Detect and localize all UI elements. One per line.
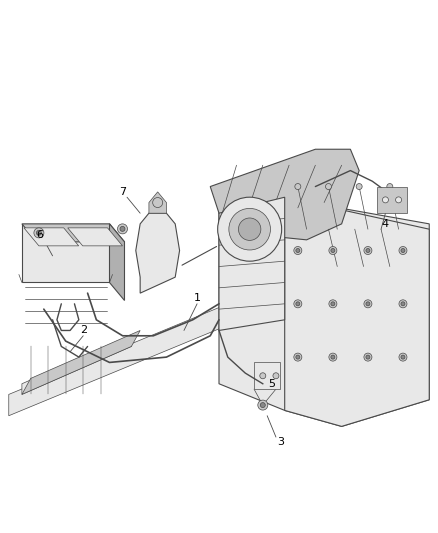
Circle shape [294,300,302,308]
Polygon shape [22,336,131,394]
Circle shape [399,246,407,255]
Polygon shape [68,228,123,246]
Circle shape [329,353,337,361]
Circle shape [382,197,389,203]
Text: 2: 2 [80,326,87,335]
Circle shape [260,402,265,408]
Polygon shape [210,149,359,240]
Circle shape [153,198,162,207]
Circle shape [117,224,127,234]
Text: 1: 1 [194,294,201,303]
Circle shape [364,353,372,361]
Text: 6: 6 [36,230,43,239]
Polygon shape [254,362,280,389]
Circle shape [331,248,335,253]
Circle shape [366,355,370,359]
Polygon shape [219,197,285,330]
Text: 3: 3 [277,438,284,447]
Circle shape [399,353,407,361]
Circle shape [356,183,362,190]
Circle shape [238,218,261,240]
Circle shape [34,228,44,238]
Text: 7: 7 [119,187,126,197]
Circle shape [120,227,125,231]
Circle shape [36,230,42,236]
Circle shape [399,300,407,308]
Text: 5: 5 [268,379,275,389]
Circle shape [325,183,332,190]
Circle shape [331,355,335,359]
Polygon shape [22,224,110,282]
Polygon shape [136,213,180,293]
Circle shape [364,300,372,308]
Polygon shape [377,187,407,213]
Circle shape [364,246,372,255]
Polygon shape [24,228,79,246]
Circle shape [258,400,268,410]
Circle shape [401,248,405,253]
Circle shape [366,248,370,253]
Circle shape [331,302,335,306]
Circle shape [260,373,266,379]
Circle shape [296,248,300,253]
Polygon shape [149,192,166,213]
Circle shape [329,246,337,255]
Polygon shape [22,330,140,394]
Circle shape [296,355,300,359]
Text: 4: 4 [382,219,389,229]
Polygon shape [110,224,124,301]
Circle shape [366,302,370,306]
Circle shape [294,353,302,361]
Circle shape [229,208,270,250]
Polygon shape [219,187,429,426]
Circle shape [295,183,301,190]
Circle shape [294,246,302,255]
Polygon shape [9,298,429,416]
Polygon shape [285,197,429,426]
Circle shape [387,183,393,190]
Circle shape [296,302,300,306]
Circle shape [396,197,402,203]
Circle shape [401,302,405,306]
Circle shape [218,197,282,261]
Circle shape [273,373,279,379]
Polygon shape [22,224,124,242]
Circle shape [401,355,405,359]
Circle shape [329,300,337,308]
